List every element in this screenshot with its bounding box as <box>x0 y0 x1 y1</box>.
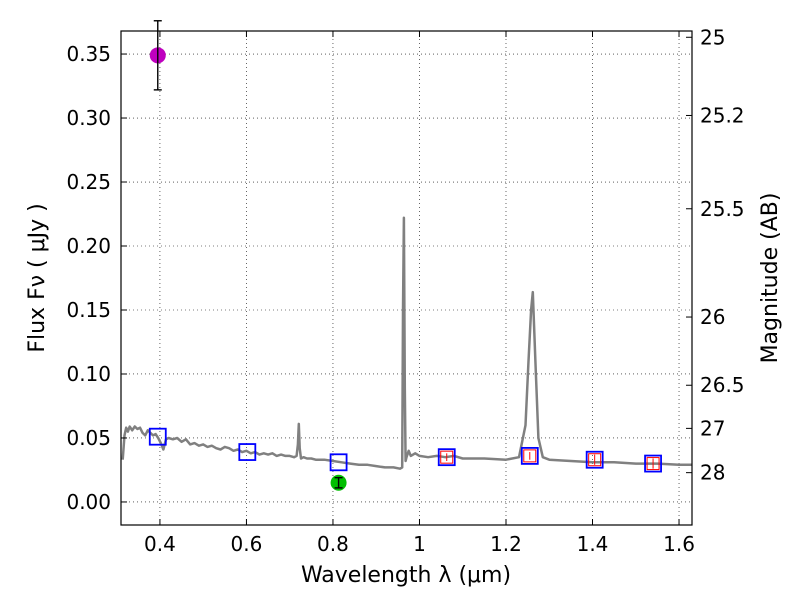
x-tick-label: 0.4 <box>144 532 176 556</box>
plot-area <box>121 20 692 491</box>
observed-marker <box>588 453 602 467</box>
axes: 0.4 0.6 0.8 1 1.2 1.4 1.6 0.00 0.05 0.10 0.15 0.20 0… <box>66 25 744 556</box>
right-tick-label: 28 <box>700 461 725 485</box>
y-axis-right-label: Magnitude (AB) <box>758 193 783 364</box>
observed-marker <box>440 450 454 464</box>
model-photometry-marker <box>437 448 456 467</box>
model-photometry-marker <box>148 427 167 446</box>
x-tick-label: 0.8 <box>317 532 349 556</box>
observed-marker <box>523 449 537 463</box>
x-tick-label: 1.4 <box>577 532 609 556</box>
model-photometry-marker <box>585 450 604 469</box>
model-photometry-marker <box>644 454 662 473</box>
observed-marker <box>646 457 660 471</box>
y-tick-label: 0.10 <box>66 362 111 386</box>
model-photometry-marker <box>520 446 539 465</box>
y-tick-label: 0.15 <box>66 298 111 322</box>
y-tick-label: 0.35 <box>66 42 111 66</box>
x-tick-label: 0.6 <box>231 532 263 556</box>
y-tick-label: 0.20 <box>66 234 111 258</box>
model-photometry-marker <box>329 453 348 472</box>
y-axis-label: Flux Fν ( μJy ) <box>25 203 50 352</box>
y-tick-label: 0.30 <box>66 106 111 130</box>
sed-model-line <box>121 216 692 470</box>
x-axis-label: Wavelength λ (μm) <box>301 563 511 588</box>
y-tick-label: 0.25 <box>66 170 111 194</box>
x-tick-label: 1.2 <box>490 532 522 556</box>
right-tick-label: 27 <box>700 416 725 440</box>
y-tick-label: 0.05 <box>66 426 111 450</box>
y-tick-label: 0.00 <box>66 490 111 514</box>
right-tick-label: 26.5 <box>700 373 745 397</box>
x-tick-label: 1.6 <box>663 532 695 556</box>
x-tick-label: 1 <box>413 532 426 556</box>
model-photometry-marker <box>238 443 257 461</box>
right-tick-label: 26 <box>700 305 725 329</box>
plot-frame <box>120 30 693 526</box>
right-tick-label: 25.5 <box>700 197 745 221</box>
right-tick-label: 25.2 <box>700 103 745 127</box>
right-tick-label: 25 <box>700 25 725 49</box>
